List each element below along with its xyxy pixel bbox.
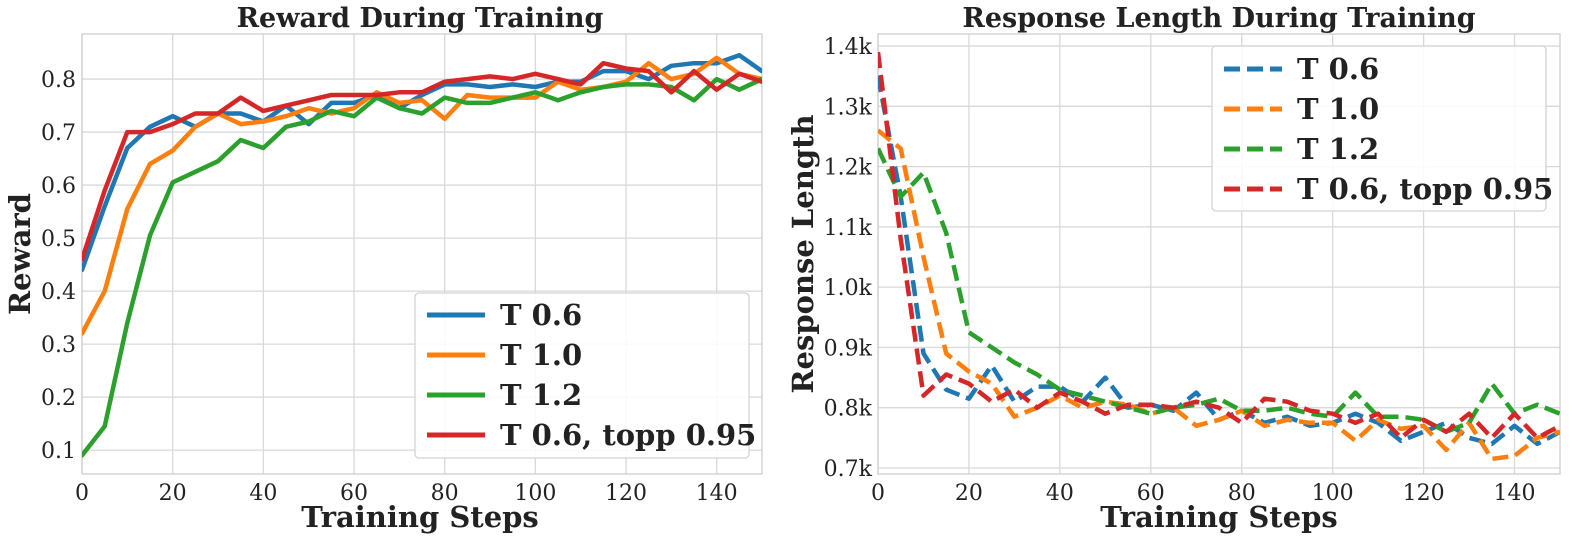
reward-x-tick-label: 100	[514, 481, 556, 506]
response-length-legend-label-0: T 0.6	[1297, 52, 1379, 86]
response-length-x-tick-label: 60	[1137, 481, 1165, 506]
reward-chart-panel: Reward During Training Training Steps Re…	[3, 3, 763, 534]
response-length-series-group	[878, 51, 1560, 462]
reward-y-tick-label: 0.7	[41, 121, 76, 146]
response-length-series-line-3	[878, 51, 1560, 441]
reward-y-tick-label: 0.5	[41, 227, 76, 252]
response-length-x-tick-label: 40	[1046, 481, 1074, 506]
reward-series-group	[82, 52, 762, 458]
response-length-y-tick-label: 1.0k	[824, 276, 873, 301]
reward-y-tick-label: 0.8	[41, 68, 76, 93]
response-length-x-tick-label: 80	[1228, 481, 1256, 506]
response-length-legend-label-2: T 1.2	[1297, 132, 1379, 166]
response-length-y-tick-label: 1.4k	[824, 35, 873, 60]
response-length-chart-xlabel: Training Steps	[1100, 500, 1338, 534]
reward-series-line-1	[82, 55, 762, 336]
response-length-legend-label-1: T 1.0	[1297, 92, 1379, 126]
reward-y-tick-label: 0.1	[41, 439, 76, 464]
reward-legend: T 0.6 T 1.0 T 1.2 T 0.6, topp 0.95	[414, 292, 756, 459]
reward-legend-label-1: T 1.0	[500, 338, 582, 372]
response-length-chart-ylabel: Response Length	[786, 114, 820, 393]
reward-series-line-3	[82, 60, 762, 262]
response-length-y-tick-label: 0.7k	[824, 457, 873, 482]
reward-y-tick-label: 0.6	[41, 174, 76, 199]
response-length-plot-frame	[877, 33, 1561, 475]
reward-x-tick-label: 140	[696, 481, 738, 506]
reward-legend-label-2: T 1.2	[500, 378, 582, 412]
response-length-x-tick-label: 0	[871, 481, 885, 506]
response-length-y-tick-label: 0.9k	[824, 336, 873, 361]
response-length-x-tick-label: 20	[955, 481, 983, 506]
reward-x-tick-label: 80	[431, 481, 459, 506]
reward-chart-title: Reward During Training	[237, 3, 604, 34]
reward-y-tick-label: 0.3	[41, 333, 76, 358]
response-length-legend-label-3: T 0.6, topp 0.95	[1297, 172, 1553, 206]
reward-chart-ylabel: Reward	[3, 193, 37, 315]
reward-x-tick-label: 120	[605, 481, 647, 506]
response-length-y-tick-label: 1.3k	[824, 95, 873, 120]
reward-legend-box	[414, 292, 750, 459]
response-length-y-tick-label: 0.8k	[824, 397, 873, 422]
reward-x-tick-label: 20	[159, 481, 187, 506]
response-length-y-tick-label: 1.2k	[824, 156, 873, 181]
response-length-legend: T 0.6 T 1.0 T 1.2 T 0.6, topp 0.95	[1211, 45, 1553, 212]
reward-grid	[81, 34, 762, 474]
response-length-series-line-1	[878, 128, 1560, 462]
response-length-series-line-2	[878, 147, 1560, 435]
response-length-y-tick-label: 1.1k	[824, 216, 873, 241]
response-length-chart-panel: Response Length During Training Training…	[786, 3, 1561, 534]
reward-chart-xlabel: Training Steps	[301, 500, 539, 534]
reward-y-tick-label: 0.4	[41, 280, 76, 305]
reward-x-tick-label: 40	[249, 481, 277, 506]
response-length-x-tick-label: 100	[1312, 481, 1354, 506]
response-length-x-tick-label: 140	[1494, 481, 1536, 506]
reward-y-tick-label: 0.2	[41, 386, 76, 411]
response-length-x-tick-label: 120	[1403, 481, 1445, 506]
response-length-legend-box	[1211, 45, 1547, 212]
reward-x-tick-label: 0	[75, 481, 89, 506]
reward-series-line-2	[82, 76, 762, 458]
response-length-chart-title: Response Length During Training	[962, 3, 1475, 34]
reward-x-tick-label: 60	[340, 481, 368, 506]
reward-legend-label-0: T 0.6	[500, 298, 582, 332]
reward-legend-label-3: T 0.6, topp 0.95	[500, 418, 756, 452]
